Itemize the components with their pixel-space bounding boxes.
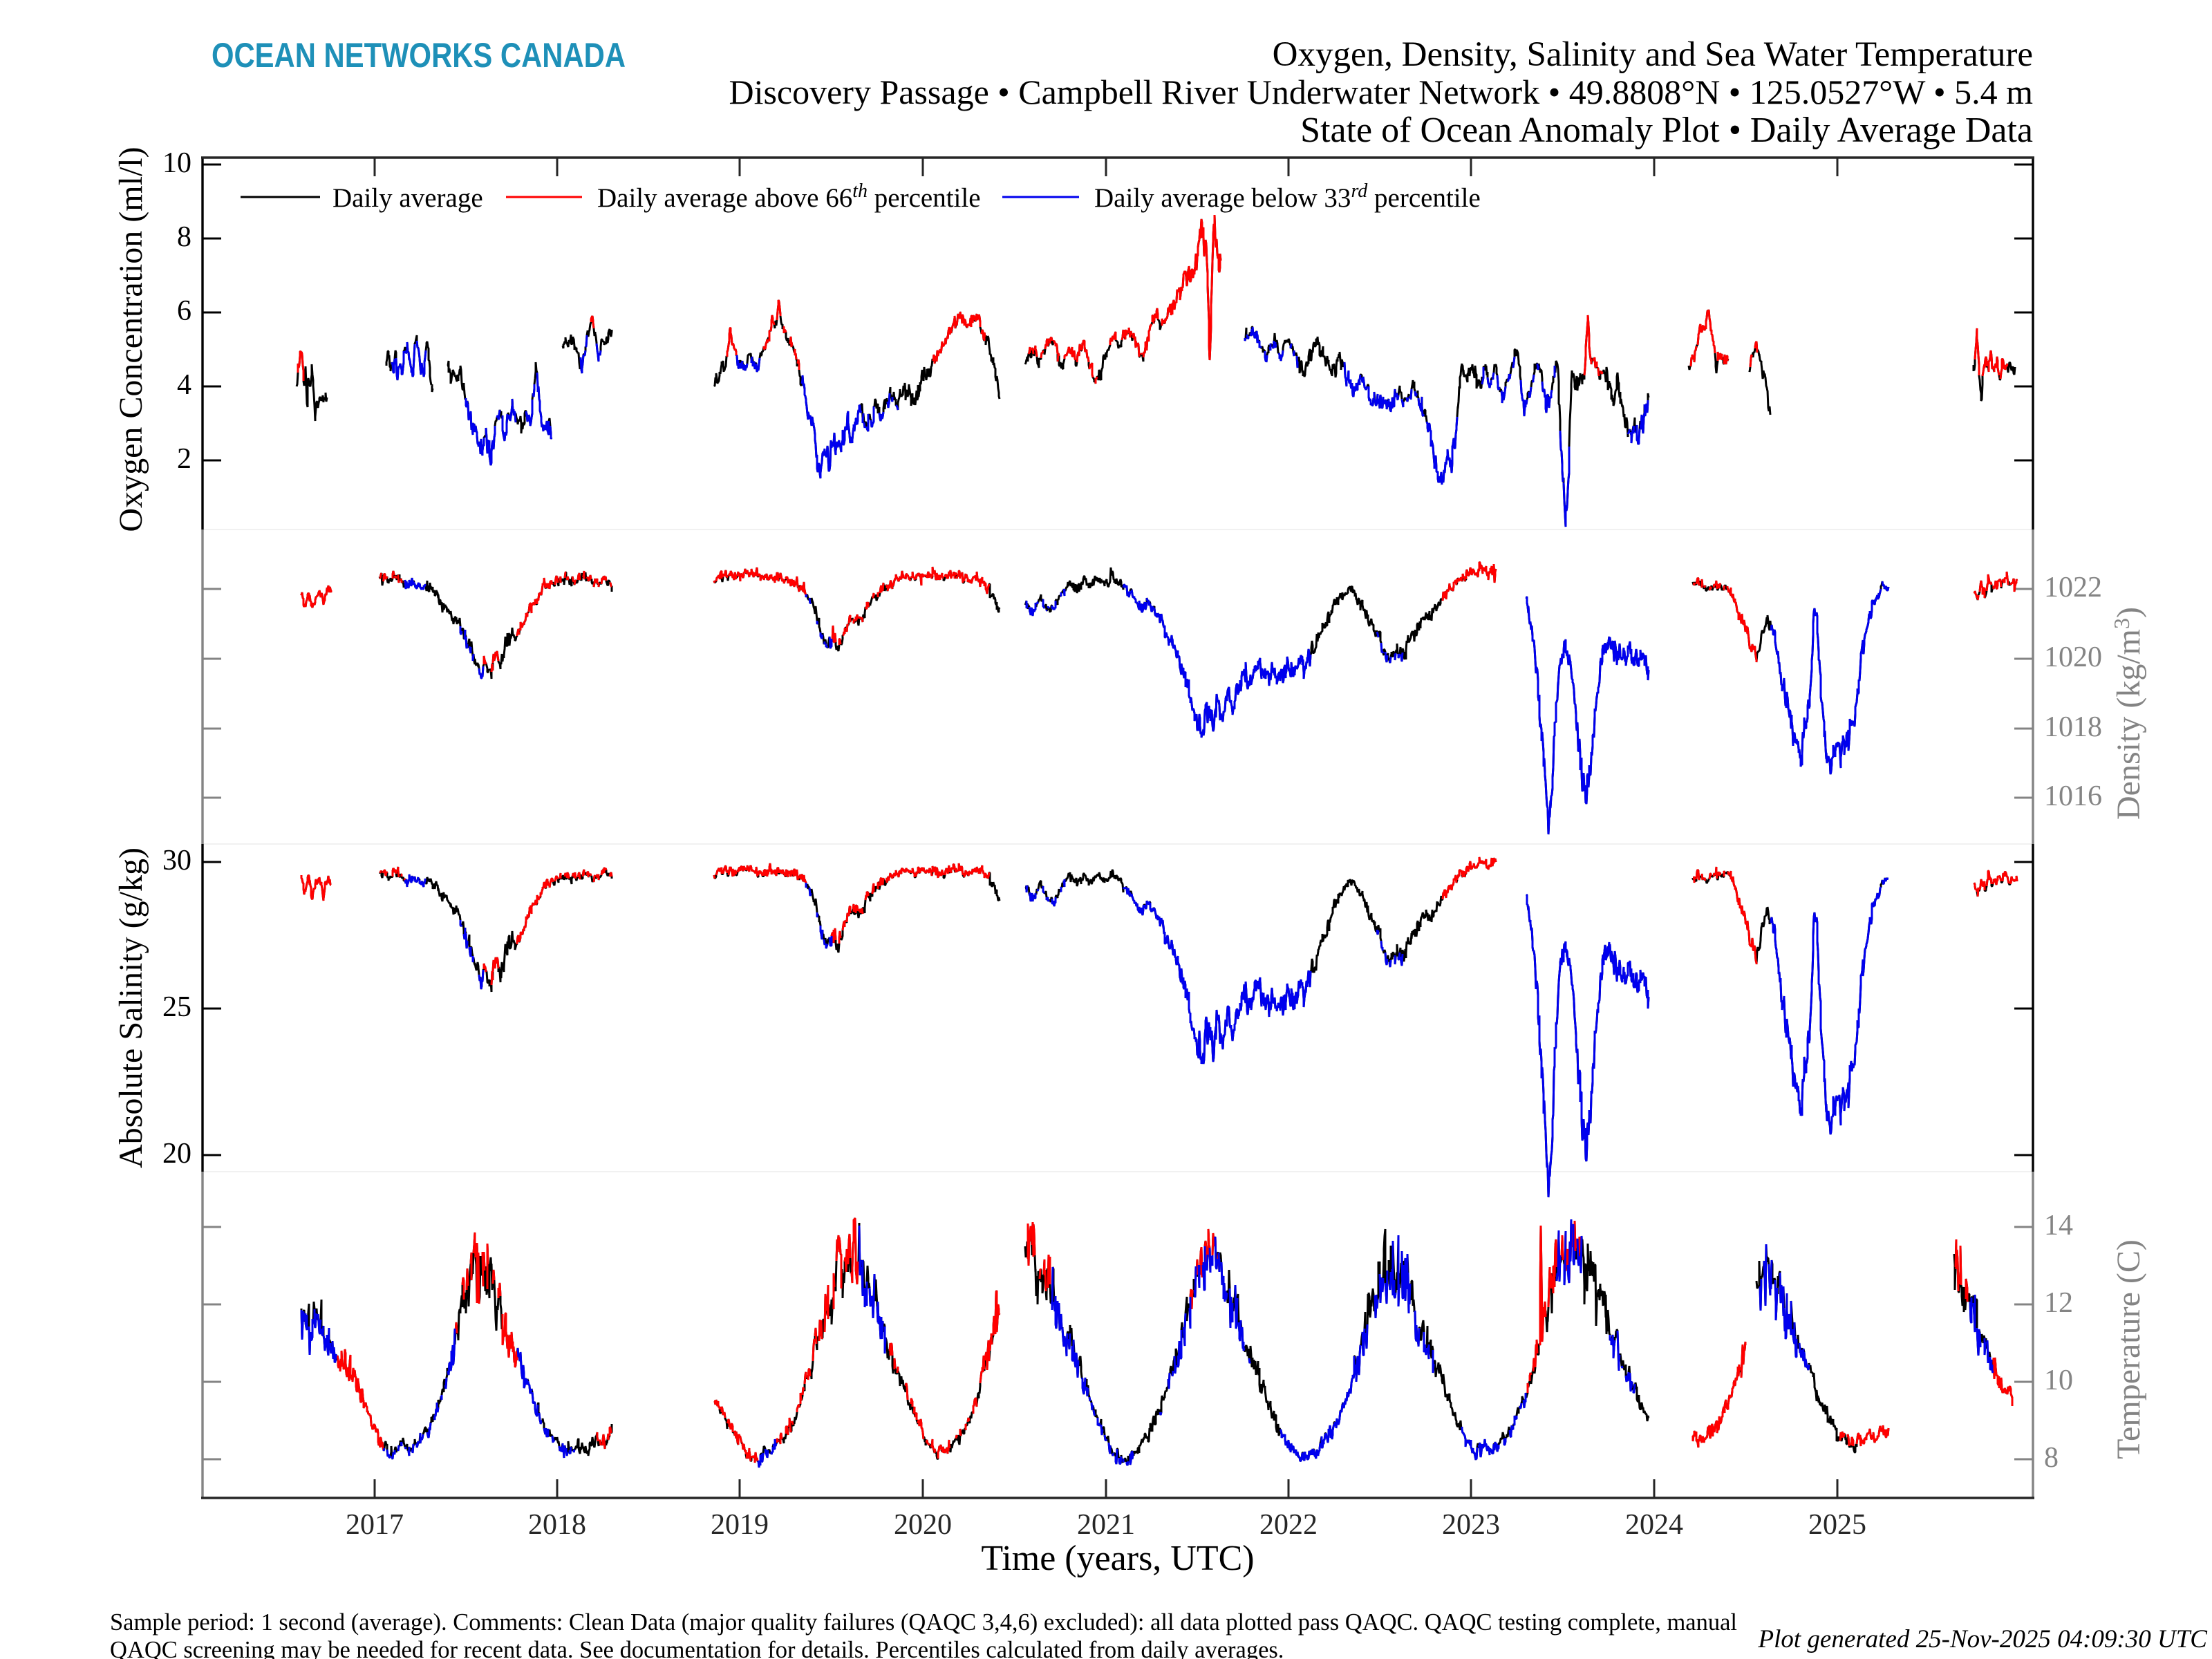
svg-text:Oxygen Concentration (ml/l): Oxygen Concentration (ml/l)	[113, 147, 149, 532]
svg-text:1022: 1022	[2044, 572, 2102, 603]
svg-text:12: 12	[2044, 1287, 2073, 1319]
svg-text:Daily average below 33rd perce: Daily average below 33rd percentile	[1094, 180, 1481, 213]
svg-text:25: 25	[162, 991, 191, 1023]
svg-text:14: 14	[2044, 1210, 2073, 1241]
svg-text:2: 2	[177, 443, 191, 475]
svg-text:QAQC screening may be needed f: QAQC screening may be needed for recent …	[110, 1637, 1284, 1659]
svg-text:10: 10	[162, 147, 191, 179]
svg-text:8: 8	[177, 221, 191, 253]
svg-text:2018: 2018	[528, 1509, 586, 1541]
svg-text:10: 10	[2044, 1365, 2073, 1396]
svg-text:2019: 2019	[711, 1509, 769, 1541]
svg-text:2023: 2023	[1442, 1509, 1500, 1541]
svg-text:Plot generated 25-Nov-2025 04:: Plot generated 25-Nov-2025 04:09:30 UTC	[1758, 1625, 2209, 1653]
svg-text:30: 30	[162, 845, 191, 877]
svg-text:Absolute Salinity (g/kg): Absolute Salinity (g/kg)	[113, 847, 149, 1168]
svg-text:Density (kg/m3): Density (kg/m3)	[2109, 607, 2147, 820]
svg-text:Temperature (C): Temperature (C)	[2110, 1239, 2147, 1459]
svg-text:6: 6	[177, 295, 191, 327]
svg-text:2017: 2017	[346, 1509, 404, 1541]
svg-text:2022: 2022	[1259, 1509, 1318, 1541]
svg-text:2020: 2020	[894, 1509, 952, 1541]
svg-text:2021: 2021	[1077, 1509, 1135, 1541]
svg-text:State of Ocean Anomaly Plot •: State of Ocean Anomaly Plot • Daily Aver…	[1300, 111, 2033, 150]
svg-text:1018: 1018	[2044, 711, 2102, 743]
svg-text:2025: 2025	[1808, 1509, 1866, 1541]
svg-text:4: 4	[177, 369, 191, 401]
svg-text:1020: 1020	[2044, 641, 2102, 673]
svg-text:2024: 2024	[1625, 1509, 1683, 1541]
svg-text:Sample period: 1 second (avera: Sample period: 1 second (average). Comme…	[110, 1609, 1737, 1635]
svg-text:Discovery Passage • Campbell R: Discovery Passage • Campbell River Under…	[729, 73, 2033, 111]
svg-text:Time (years, UTC): Time (years, UTC)	[981, 1539, 1254, 1578]
svg-text:20: 20	[162, 1138, 191, 1170]
svg-text:Oxygen, Density, Salinity and: Oxygen, Density, Salinity and Sea Water …	[1273, 35, 2033, 74]
svg-text:Daily average above 66th perce: Daily average above 66th percentile	[597, 180, 981, 213]
svg-text:1016: 1016	[2044, 780, 2102, 812]
svg-text:OCEAN NETWORKS CANADA: OCEAN NETWORKS CANADA	[212, 36, 626, 75]
svg-text:Daily average: Daily average	[332, 183, 483, 213]
svg-text:8: 8	[2044, 1442, 2059, 1474]
